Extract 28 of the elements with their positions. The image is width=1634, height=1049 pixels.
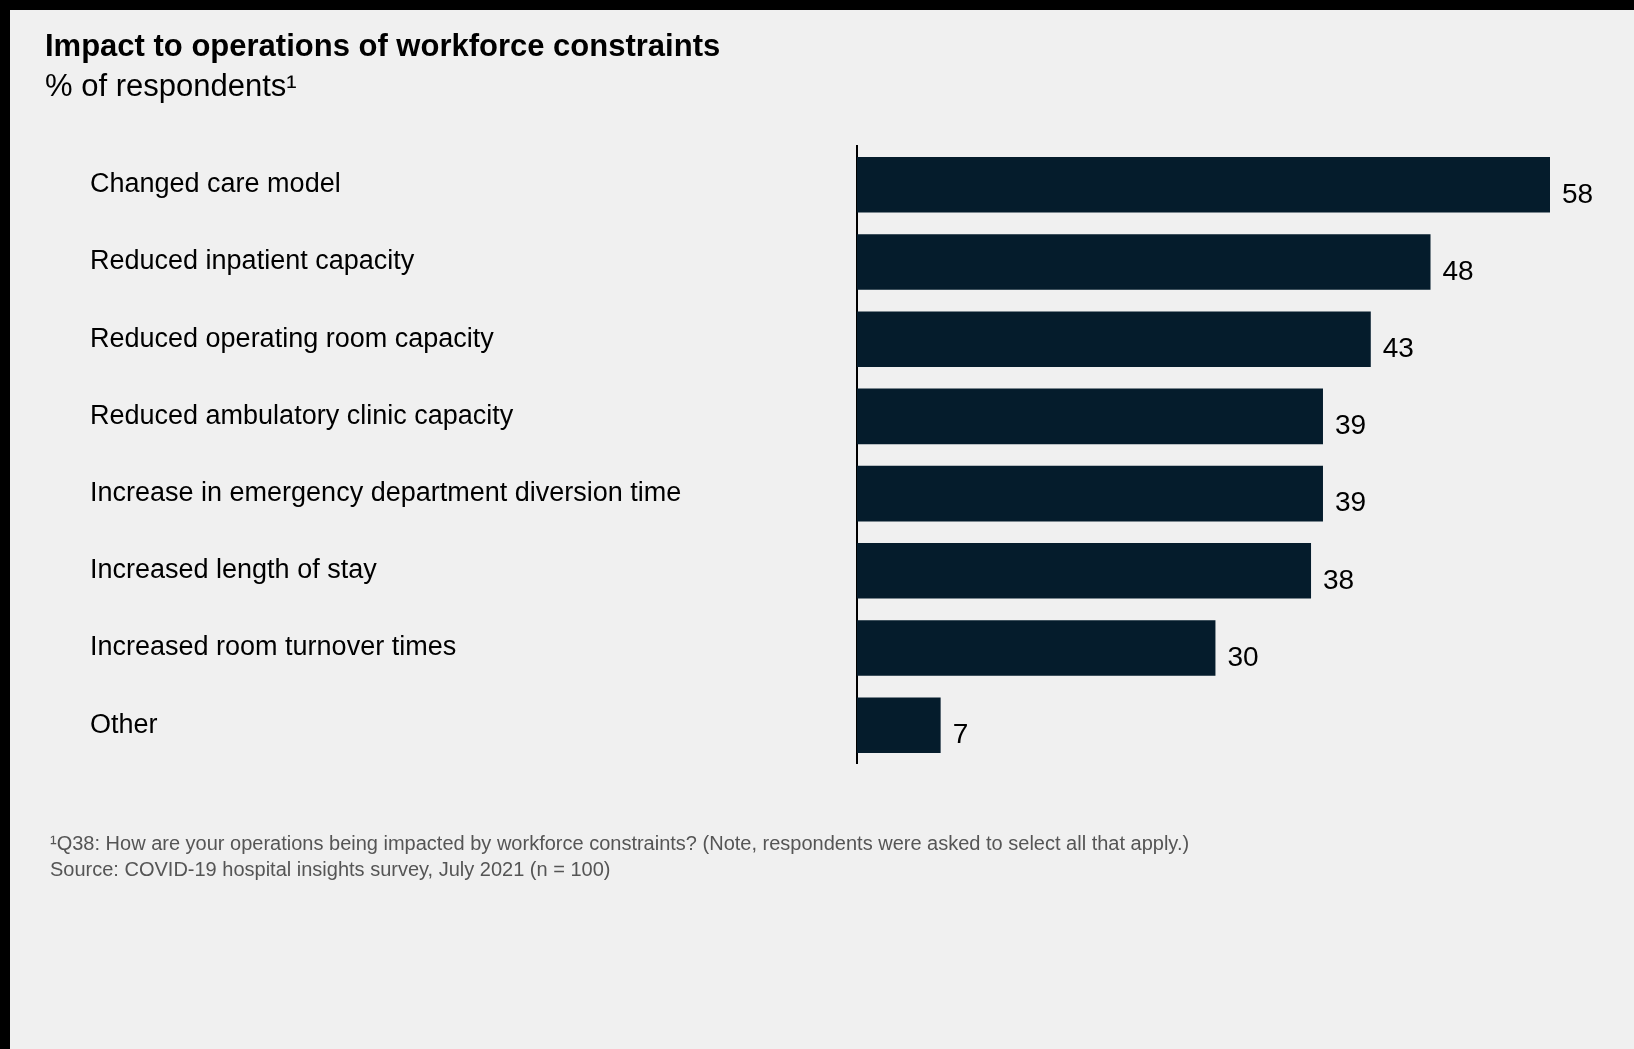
bar xyxy=(857,388,1323,445)
y-tick-label: Increased length of stay xyxy=(90,554,378,585)
bar xyxy=(857,234,1431,290)
bar xyxy=(857,620,1216,676)
y-tick-label: Reduced operating room capacity xyxy=(90,322,495,353)
source-note: Source: COVID-19 hospital insights survey, July 2021 (n = 100) xyxy=(50,857,612,882)
text: ¹Q38: How are your operations being impacted by workforce constraints? (Note, respondents were asked to select all that apply.) xyxy=(50,831,1190,856)
data-label: 38 xyxy=(1323,563,1355,595)
bar xyxy=(857,311,1371,367)
text: Impact to operations of workforce constraints xyxy=(45,28,721,64)
data-label: 39 xyxy=(1334,409,1367,441)
data-label: 30 xyxy=(1227,640,1259,672)
y-tick-label: Changed care model xyxy=(90,168,341,199)
y-tick-label: Increased room turnover times xyxy=(90,631,457,662)
data-label: 43 xyxy=(1382,331,1414,363)
y-tick-label: Reduced ambulatory clinic capacity xyxy=(90,399,514,430)
text: % of respondents¹ xyxy=(45,68,297,104)
data-label: 39 xyxy=(1334,486,1367,518)
data-label: 7 xyxy=(952,717,969,749)
y-tick-label: Increase in emergency department diversion time xyxy=(90,477,682,508)
bar xyxy=(857,543,1312,599)
data-label: 58 xyxy=(1562,177,1594,209)
bar xyxy=(857,697,941,753)
bar xyxy=(857,465,1323,522)
y-tick-label: Other xyxy=(90,708,158,739)
bar xyxy=(857,157,1550,213)
data-label: 48 xyxy=(1442,254,1474,286)
y-tick-label: Reduced inpatient capacity xyxy=(90,245,415,276)
